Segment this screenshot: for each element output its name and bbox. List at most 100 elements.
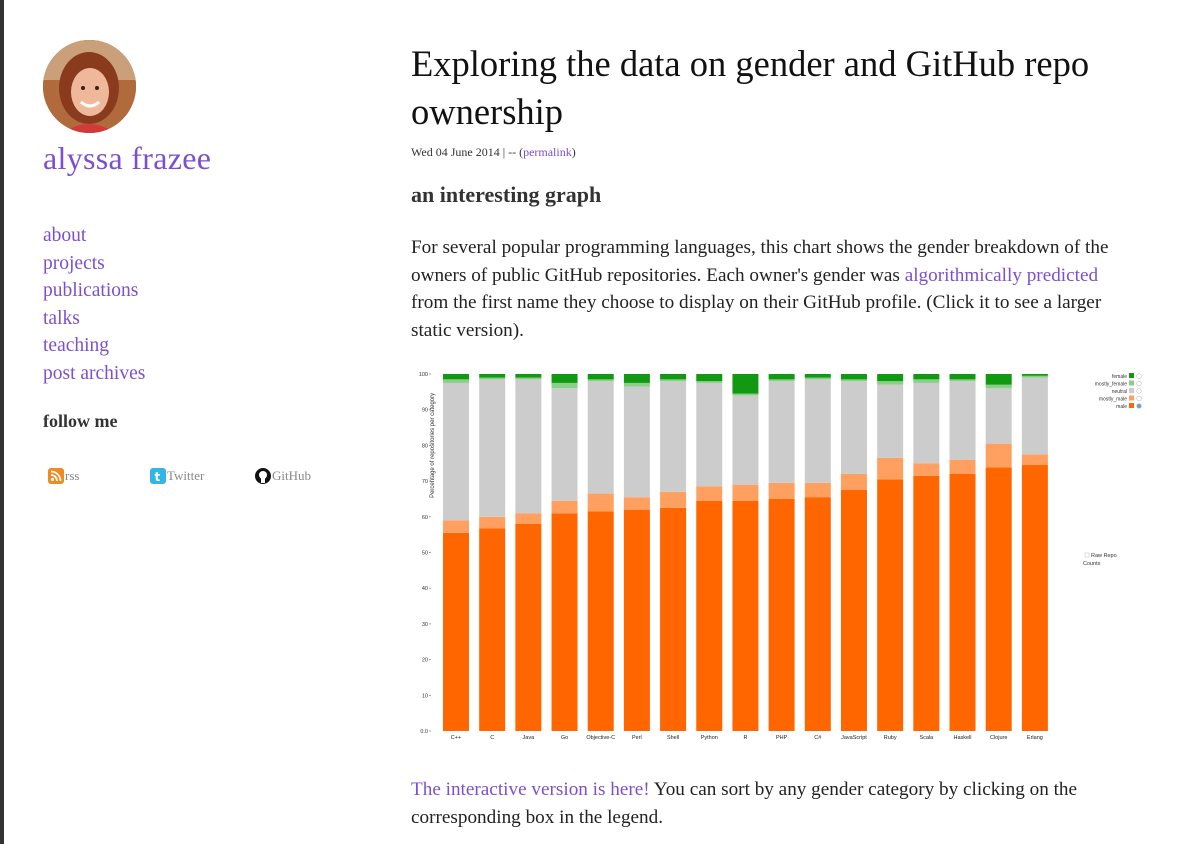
gender-chart[interactable]: Percentage of repositories per category 0… [413,364,1143,747]
twitter-link[interactable]: t Twitter [150,465,204,487]
rss-icon [48,468,64,484]
nav-projects[interactable]: projects [43,252,105,274]
github-link[interactable]: GitHub [255,465,311,487]
y-tick-label: 80 [422,443,428,449]
bar-segment-mostly_male [877,457,904,480]
legend-swatch [1129,373,1134,378]
bar-segment-neutral [768,381,795,483]
y-tick-label: 100 [419,372,428,378]
bar-segment-female [804,374,831,378]
bar-segment-female [660,374,687,380]
legend-swatch [1129,403,1134,408]
bar-segment-mostly_male [587,493,614,512]
bar-segment-male [551,513,578,731]
site-name[interactable]: alyssa frazee [43,140,212,176]
bar-segment-male [660,507,687,731]
interactive-text: You can sort by any gender category by c… [411,779,1078,828]
bar-segment-female [551,374,578,383]
legend-swatch [1129,395,1134,401]
bar-segment-mostly_female [551,382,578,389]
x-tick-label: Haskell [953,735,971,741]
bar-segment-male [587,511,614,731]
nav-about[interactable]: about [43,225,87,246]
bar-segment-male [696,500,723,731]
bar-segment-male [732,500,759,731]
github-label: GitHub [272,468,311,483]
bar-segment-mostly_male [443,520,469,533]
y-tick-label: 60 [422,515,428,521]
bar-segment-male [443,532,469,731]
x-tick-label: Shell [667,735,679,741]
legend-label: neutral [1112,389,1127,395]
rss-label: rss [65,468,80,483]
bar-segment-neutral [840,381,867,474]
bar-segment-neutral [660,381,687,492]
interactive-paragraph: The interactive version is here! You can… [411,776,1131,831]
post-title: Exploring the data on gender and GitHub … [411,43,1090,132]
y-tick-label: 0.0 [420,729,428,735]
bar-segment-neutral [551,388,578,501]
twitter-label: Twitter [167,468,205,483]
nav-post-archives[interactable]: post archives [43,362,146,384]
bar-segment-mostly_female [587,379,614,382]
bar-segment-neutral [877,384,904,458]
bar-segment-mostly_female [443,379,469,383]
section-heading: an interesting graph [411,182,602,207]
post-meta: Wed 04 June 2014 | -- (permalink) [411,145,576,160]
interactive-version-link[interactable]: The interactive version is here! [411,779,650,800]
nav-talks[interactable]: talks [43,307,80,329]
avatar [43,40,136,133]
bar-segment-mostly_female [985,384,1012,389]
x-tick-label: Erlang [1027,735,1043,741]
y-axis-label: Percentage of repositories per category [430,393,436,498]
bar-segment-mostly_male [551,500,578,514]
bar-segment-mostly_female [479,377,506,380]
legend-radio [1136,373,1142,379]
x-tick-label: C++ [451,735,461,741]
bar-segment-neutral [1021,377,1048,455]
bar-segment-mostly_male [840,473,867,491]
bar-segment-mostly_female [877,381,904,385]
bar-segment-female [985,374,1012,385]
sidebar-nav: about projects publications talks teachi… [43,222,145,388]
bar-segment-female [877,374,904,382]
bar-segment-male [515,523,542,731]
bar-segment-mostly_female [732,393,759,396]
bar-segment-mostly_male [985,443,1012,468]
bar-segment-male [985,467,1012,731]
bar-segment-mostly_male [623,497,650,510]
legend-label: mostly_male [1099,397,1127,403]
bar-segment-female [623,374,650,383]
twitter-icon: t [150,468,166,484]
x-tick-label: Ruby [884,735,897,741]
y-tick-label: 50 [422,551,428,557]
bar-segment-mostly_female [696,381,723,383]
follow-heading: follow me [43,411,118,431]
bar-segment-mostly_male [949,459,976,474]
y-tick-label: 40 [422,586,428,592]
intro-text-1: For several popular programming language… [411,237,1109,286]
bar-segment-neutral [732,395,759,485]
x-tick-label: Go [561,735,568,741]
nav-publications[interactable]: publications [43,280,139,302]
bar-segment-male [913,475,940,731]
bar-segment-neutral [804,379,831,483]
permalink-link[interactable]: permalink [523,145,572,159]
y-tick-label: 10 [422,693,428,699]
bar-segment-mostly_male [913,463,940,476]
algorithmically-predicted-link[interactable]: algorithmically predicted [904,264,1099,286]
bar-segment-mostly_female [660,379,687,382]
legend-label: female [1112,374,1127,380]
bar-segment-neutral [623,386,650,498]
bar-segment-male [1021,465,1048,731]
bar-segment-mostly_male [515,513,542,524]
x-tick-label: PHP [776,735,788,741]
post-date: Wed 04 June 2014 [411,145,500,159]
rss-link[interactable]: rss [48,465,79,487]
x-tick-label: Clojure [990,735,1007,741]
nav-teaching[interactable]: teaching [43,335,110,357]
bar-segment-mostly_male [804,482,831,498]
raw-counts-checkbox [1084,552,1090,558]
bar-segment-mostly_male [660,491,687,508]
bar-segment-neutral [985,388,1012,444]
